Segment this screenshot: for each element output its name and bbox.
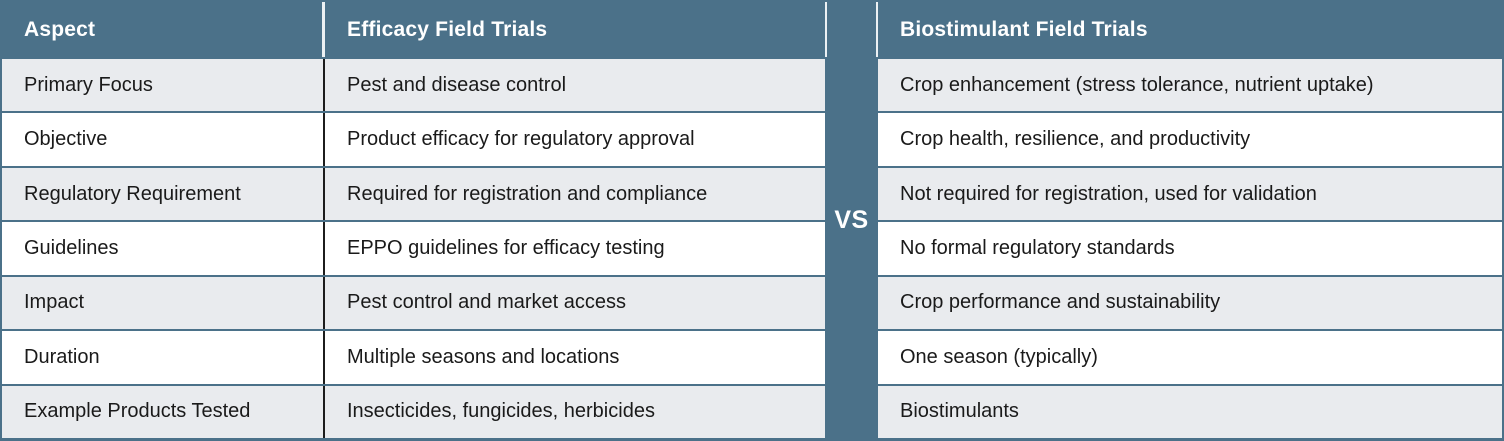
table-row: One season (typically) — [878, 331, 1502, 384]
cell-efficacy: EPPO guidelines for efficacy testing — [325, 222, 825, 275]
cell-biostimulant: One season (typically) — [878, 331, 1502, 384]
cell-biostimulant: Biostimulants — [878, 385, 1502, 438]
cell-efficacy: Pest and disease control — [325, 59, 825, 112]
header-aspect: Aspect — [2, 2, 325, 57]
table-row: Not required for registration, used for … — [878, 167, 1502, 221]
cell-efficacy: Multiple seasons and locations — [325, 331, 825, 384]
vs-label: VS — [834, 206, 869, 234]
cell-biostimulant: Crop performance and sustainability — [878, 276, 1502, 330]
header-biostimulant-field-trials: Biostimulant Field Trials — [878, 2, 1502, 57]
table-row: Regulatory Requirement Required for regi… — [2, 167, 825, 221]
cell-efficacy: Pest control and market access — [325, 276, 825, 330]
cell-aspect: Duration — [2, 331, 325, 384]
cell-aspect: Regulatory Requirement — [2, 167, 325, 221]
cell-aspect: Objective — [2, 113, 325, 166]
table-row: Example Products Tested Insecticides, fu… — [2, 385, 825, 438]
cell-biostimulant: Crop health, resilience, and productivit… — [878, 113, 1502, 166]
table-row: Crop performance and sustainability — [878, 276, 1502, 330]
header-row: Aspect Efficacy Field Trials — [2, 2, 825, 57]
table-row: Crop health, resilience, and productivit… — [878, 113, 1502, 166]
cell-aspect: Guidelines — [2, 222, 325, 275]
header-row: Biostimulant Field Trials — [878, 2, 1502, 57]
cell-efficacy: Insecticides, fungicides, herbicides — [325, 385, 825, 438]
header-efficacy-field-trials: Efficacy Field Trials — [325, 2, 825, 57]
table-row: Biostimulants — [878, 385, 1502, 438]
table-row: No formal regulatory standards — [878, 222, 1502, 275]
table-row: Objective Product efficacy for regulator… — [2, 113, 825, 166]
table-row: Duration Multiple seasons and locations — [2, 331, 825, 384]
cell-aspect: Primary Focus — [2, 59, 325, 112]
header-divider-line — [825, 2, 827, 57]
cell-biostimulant: Not required for registration, used for … — [878, 167, 1502, 221]
table-row: Crop enhancement (stress tolerance, nutr… — [878, 59, 1502, 112]
cell-efficacy: Required for registration and compliance — [325, 167, 825, 221]
table-row: Primary Focus Pest and disease control — [2, 59, 825, 112]
cell-efficacy: Product efficacy for regulatory approval — [325, 113, 825, 166]
vs-divider-band: VS — [825, 0, 878, 441]
table-row: Impact Pest control and market access — [2, 276, 825, 330]
cell-aspect: Example Products Tested — [2, 385, 325, 438]
biostimulant-trials-table: Biostimulant Field Trials Crop enhanceme… — [878, 0, 1502, 441]
cell-biostimulant: Crop enhancement (stress tolerance, nutr… — [878, 59, 1502, 112]
efficacy-trials-table: Aspect Efficacy Field Trials Primary Foc… — [2, 0, 825, 441]
table-row: Guidelines EPPO guidelines for efficacy … — [2, 222, 825, 275]
header-divider-line — [876, 2, 878, 57]
cell-biostimulant: No formal regulatory standards — [878, 222, 1502, 275]
cell-aspect: Impact — [2, 276, 325, 330]
